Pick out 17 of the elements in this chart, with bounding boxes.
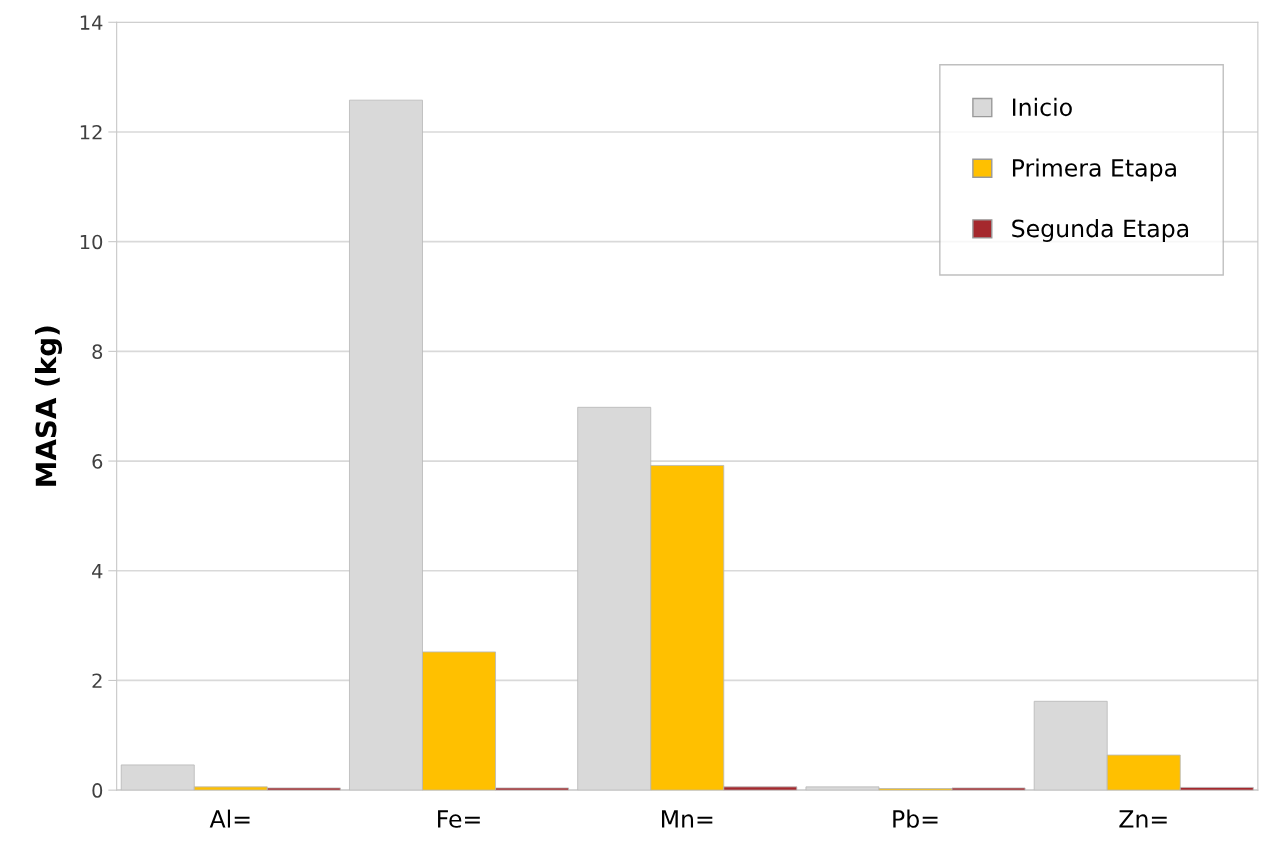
y-tick-label: 10 — [80, 234, 103, 250]
x-tick-label: Al= — [209, 809, 250, 828]
x-tick-label: Mn= — [662, 810, 713, 828]
x-tick-label: Zn= — [1119, 810, 1167, 828]
y-tick-label: 8 — [92, 344, 103, 360]
legend-label: Segunda Etapa — [1012, 219, 1189, 242]
y-tick-label: 2 — [92, 673, 102, 688]
y-axis-title: MASA (kg) — [34, 326, 63, 486]
y-tick-label: 0 — [92, 783, 103, 798]
y-tick-label: 14 — [80, 15, 103, 30]
legend-label: Inicio — [1012, 97, 1072, 117]
y-tick-label: 4 — [92, 563, 103, 579]
y-tick-label: 12 — [80, 124, 102, 140]
x-tick-label: Fe= — [438, 810, 480, 828]
legend-label: Primera Etapa — [1012, 158, 1176, 182]
y-tick-label: 6 — [92, 454, 103, 469]
x-tick-label: Pb= — [893, 809, 938, 828]
